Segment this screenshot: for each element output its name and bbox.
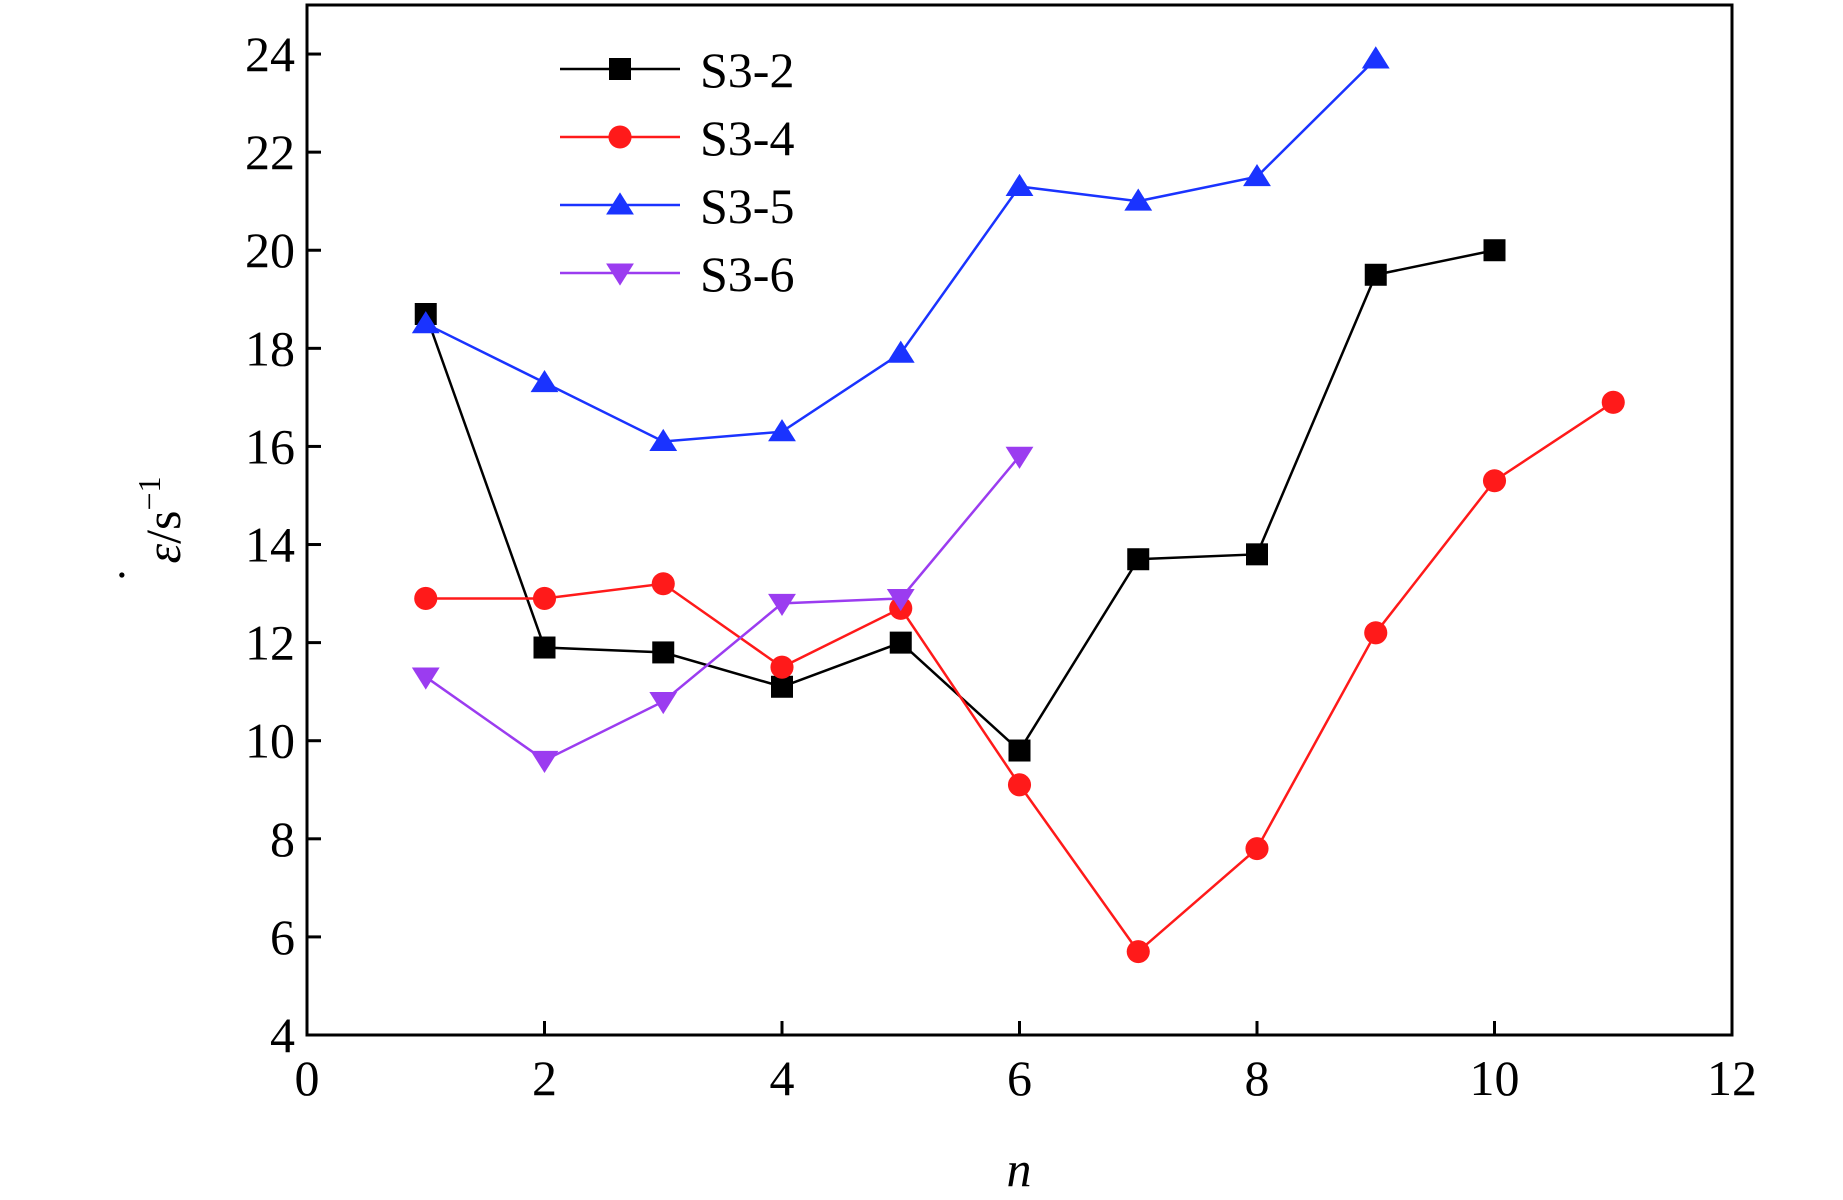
data-point [530,370,559,393]
y-tick-label: 10 [245,713,295,769]
series-S3-5 [411,46,1390,452]
data-point [1364,263,1387,286]
x-tick-label: 12 [1707,1050,1757,1106]
y-tick-label: 4 [270,1007,295,1063]
legend-item: S3-5 [560,178,794,234]
data-point [771,675,793,698]
legend-marker [608,125,632,149]
data-point [414,586,438,611]
y-axis-label-unit: /s [135,510,191,543]
legend-label: S3-6 [700,246,794,302]
data-point [1483,239,1506,262]
series-line [425,401,1614,954]
data-point [1005,173,1034,196]
series-line [425,58,1377,443]
y-axis-label-exponent: −1 [131,476,167,510]
series-line [424,249,1495,753]
legend-label: S3-5 [700,178,794,234]
y-tick-label: 18 [245,320,295,376]
data-point [651,572,675,596]
data-point [886,588,915,612]
data-point [649,691,678,715]
y-axis-label: ε/s−1 ˙ [107,476,191,583]
y-tick-label: 12 [245,615,295,671]
legend: S3-2 S3-4 S3-5 S3-6 [560,42,794,302]
series-line [425,455,1021,762]
x-tick-label: 0 [295,1050,320,1106]
svg-text:ε/s−1: ε/s−1 [131,476,191,563]
y-tick-label: 22 [245,124,295,180]
plot-frame [305,3,1734,1037]
y-axis-label-symbol: ε [135,544,191,564]
data-point [1482,469,1507,493]
data-point [1007,773,1032,797]
data-point [533,636,556,659]
y-tick-label: 24 [245,26,295,82]
data-point [652,641,675,664]
data-point [1364,621,1388,645]
data-point [411,311,440,334]
data-point [649,428,678,452]
legend-marker [609,58,631,80]
x-axis-label: n [1007,1141,1032,1197]
y-tick-label: 6 [270,909,295,965]
legend-marker [606,263,634,286]
data-point [1124,188,1153,211]
data-point [886,340,915,363]
data-point [889,631,912,654]
data-point [411,667,440,690]
legend-label: S3-4 [700,110,794,166]
data-point [1126,940,1150,964]
y-tick-label: 16 [245,418,295,474]
data-point [1361,46,1390,69]
legend-label: S3-2 [700,42,794,98]
y-tick-label: 20 [245,222,295,278]
series-S3-2 [414,239,1506,762]
x-tick-label: 6 [1007,1050,1032,1106]
legend-item: S3-4 [560,110,794,166]
data-point [1246,543,1268,566]
x-axis-ticks: 0 2 4 6 8 10 12 [295,1021,1757,1106]
series-S3-6 [411,446,1034,773]
data-point [1008,739,1031,762]
data-point [768,593,796,617]
x-tick-label: 4 [770,1050,795,1106]
data-point [768,419,796,442]
data-point [1127,548,1150,571]
x-tick-label: 10 [1470,1050,1520,1106]
data-point [1245,837,1269,861]
data-point [532,586,557,611]
series-S3-4 [414,390,1625,964]
legend-marker [606,192,634,215]
data-point [1243,164,1271,187]
data-point [1005,446,1034,469]
y-tick-label: 8 [270,811,295,867]
x-tick-label: 8 [1245,1050,1270,1106]
x-tick-label: 2 [532,1050,557,1106]
legend-item: S3-6 [560,246,794,302]
y-axis-ticks: 4 6 8 10 12 14 16 18 20 22 24 [245,26,321,1063]
legend-item: S3-2 [560,42,794,98]
data-point [1601,390,1625,414]
y-axis-label-dot: ˙ [107,567,163,584]
data-point [530,750,559,773]
series-layer [411,46,1625,964]
y-tick-label: 14 [245,517,295,573]
data-point [770,655,794,679]
